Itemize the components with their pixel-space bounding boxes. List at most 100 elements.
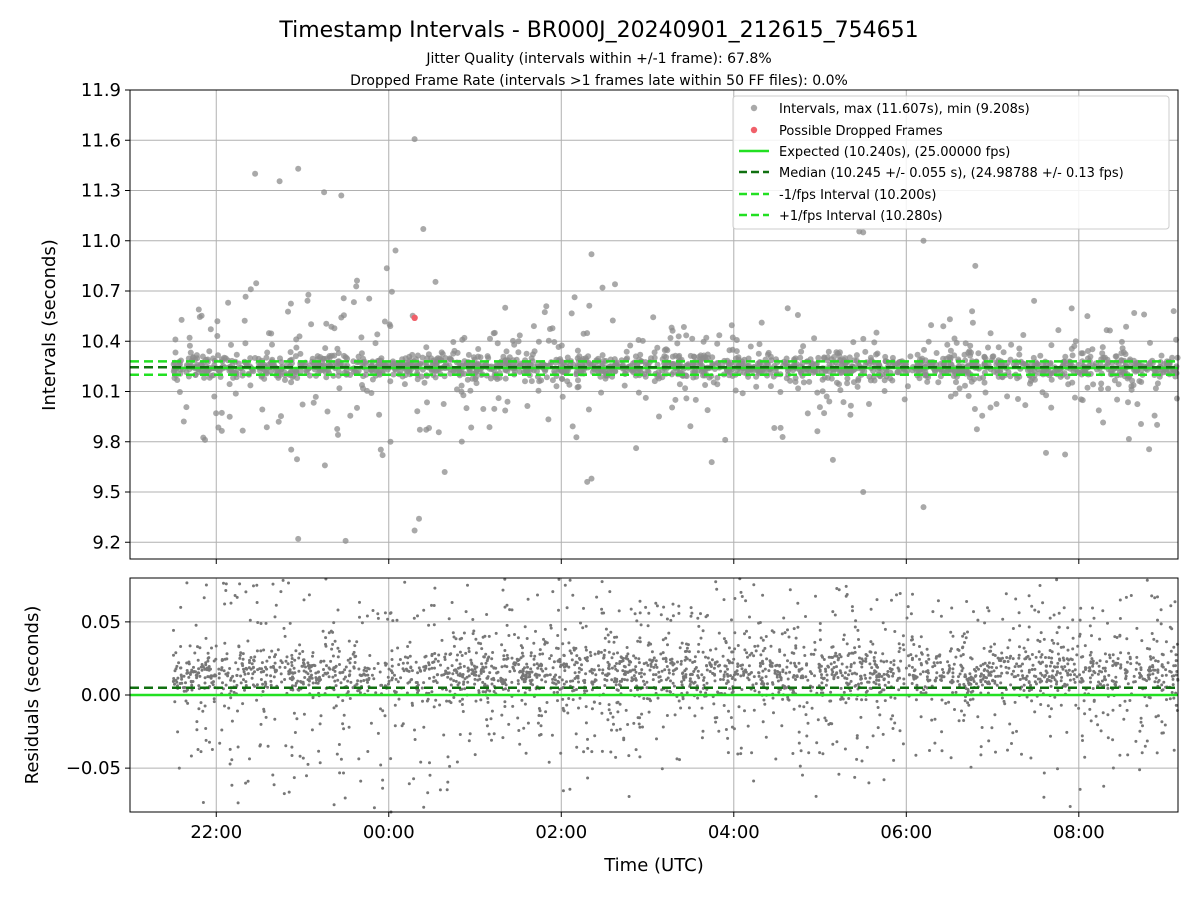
- residual-point: [442, 733, 446, 737]
- residual-point: [305, 774, 308, 778]
- residual-point: [262, 669, 266, 673]
- residual-point: [467, 739, 471, 743]
- interval-point: [1079, 368, 1086, 375]
- residual-point: [331, 675, 335, 679]
- residual-point: [766, 682, 769, 686]
- residual-point: [337, 743, 341, 746]
- interval-point: [860, 335, 867, 342]
- residual-point: [970, 676, 974, 680]
- residual-point: [440, 638, 444, 642]
- residual-point: [818, 628, 822, 632]
- residual-point: [1039, 662, 1043, 666]
- residual-point: [638, 755, 642, 759]
- residual-point: [409, 665, 413, 669]
- residual-point: [556, 659, 560, 663]
- residual-point: [279, 659, 283, 663]
- interval-point: [432, 374, 439, 381]
- residual-point: [172, 628, 175, 632]
- residual-point: [487, 732, 491, 736]
- residual-point: [1039, 689, 1042, 693]
- residual-point: [346, 679, 350, 683]
- residual-point: [204, 661, 208, 665]
- residual-point: [248, 757, 251, 761]
- residual-point: [1127, 651, 1131, 655]
- residual-point: [860, 759, 864, 763]
- residual-point: [843, 676, 847, 680]
- residual-point: [255, 649, 259, 653]
- residual-point: [730, 725, 734, 729]
- residual-point: [256, 621, 260, 624]
- residual-point: [763, 702, 767, 706]
- residual-point: [311, 651, 315, 655]
- residual-point: [1044, 664, 1048, 668]
- residual-point: [949, 630, 953, 634]
- residual-point: [577, 680, 580, 684]
- interval-point: [225, 299, 232, 306]
- residual-point: [459, 665, 462, 669]
- interval-point: [477, 354, 484, 361]
- interval-point: [860, 489, 867, 495]
- residual-point: [450, 601, 454, 604]
- residual-point: [838, 653, 842, 656]
- residual-point: [1042, 771, 1046, 775]
- residual-point: [1098, 659, 1102, 663]
- residual-point: [731, 690, 735, 694]
- interval-point: [584, 478, 591, 485]
- residual-point: [1066, 626, 1070, 630]
- residual-point: [883, 699, 887, 703]
- interval-point: [360, 385, 366, 392]
- residual-point: [283, 678, 287, 681]
- residual-point: [992, 669, 996, 673]
- residual-point: [290, 653, 294, 657]
- residual-point: [394, 677, 398, 681]
- residual-point: [1027, 670, 1031, 674]
- interval-point: [815, 354, 822, 361]
- residual-point: [915, 683, 919, 687]
- residual-point: [926, 679, 930, 683]
- residual-point: [839, 686, 843, 690]
- interval-point: [515, 349, 522, 356]
- intervals-y-tick-label: 10.7: [81, 281, 121, 302]
- residual-point: [867, 680, 871, 684]
- residual-point: [829, 662, 833, 666]
- residual-point: [1045, 671, 1049, 675]
- interval-point: [952, 390, 959, 397]
- residual-point: [293, 658, 297, 662]
- residual-point: [449, 652, 453, 656]
- residual-point: [855, 672, 859, 676]
- interval-point: [524, 403, 531, 409]
- residual-point: [1048, 664, 1052, 668]
- residual-point: [485, 688, 489, 692]
- residual-point: [201, 801, 205, 804]
- residual-point: [549, 654, 553, 658]
- residual-point: [881, 732, 885, 736]
- residual-point: [1171, 683, 1175, 687]
- residual-point: [650, 660, 654, 663]
- residual-point: [202, 596, 206, 600]
- residual-point: [647, 710, 651, 714]
- residual-point: [525, 671, 529, 675]
- time-tick-label: 00:00: [363, 822, 415, 843]
- residual-point: [1055, 682, 1058, 686]
- residual-point: [465, 675, 469, 679]
- residual-point: [912, 643, 916, 646]
- residual-point: [732, 657, 736, 661]
- residual-point: [1071, 618, 1075, 622]
- interval-point: [692, 368, 699, 375]
- residual-point: [1063, 665, 1067, 669]
- residual-point: [967, 703, 971, 707]
- residual-point: [605, 678, 609, 682]
- interval-point: [741, 369, 748, 376]
- residual-point: [714, 647, 718, 651]
- residual-point: [1125, 637, 1129, 641]
- residual-point: [999, 681, 1003, 685]
- residual-point: [173, 682, 176, 686]
- residual-point: [746, 676, 750, 680]
- residual-point: [1038, 640, 1042, 643]
- interval-point: [1098, 380, 1105, 387]
- residual-point: [288, 669, 292, 673]
- interval-point: [860, 229, 867, 236]
- legend-box: [732, 95, 1170, 230]
- residual-point: [408, 654, 412, 658]
- residual-point: [253, 670, 256, 674]
